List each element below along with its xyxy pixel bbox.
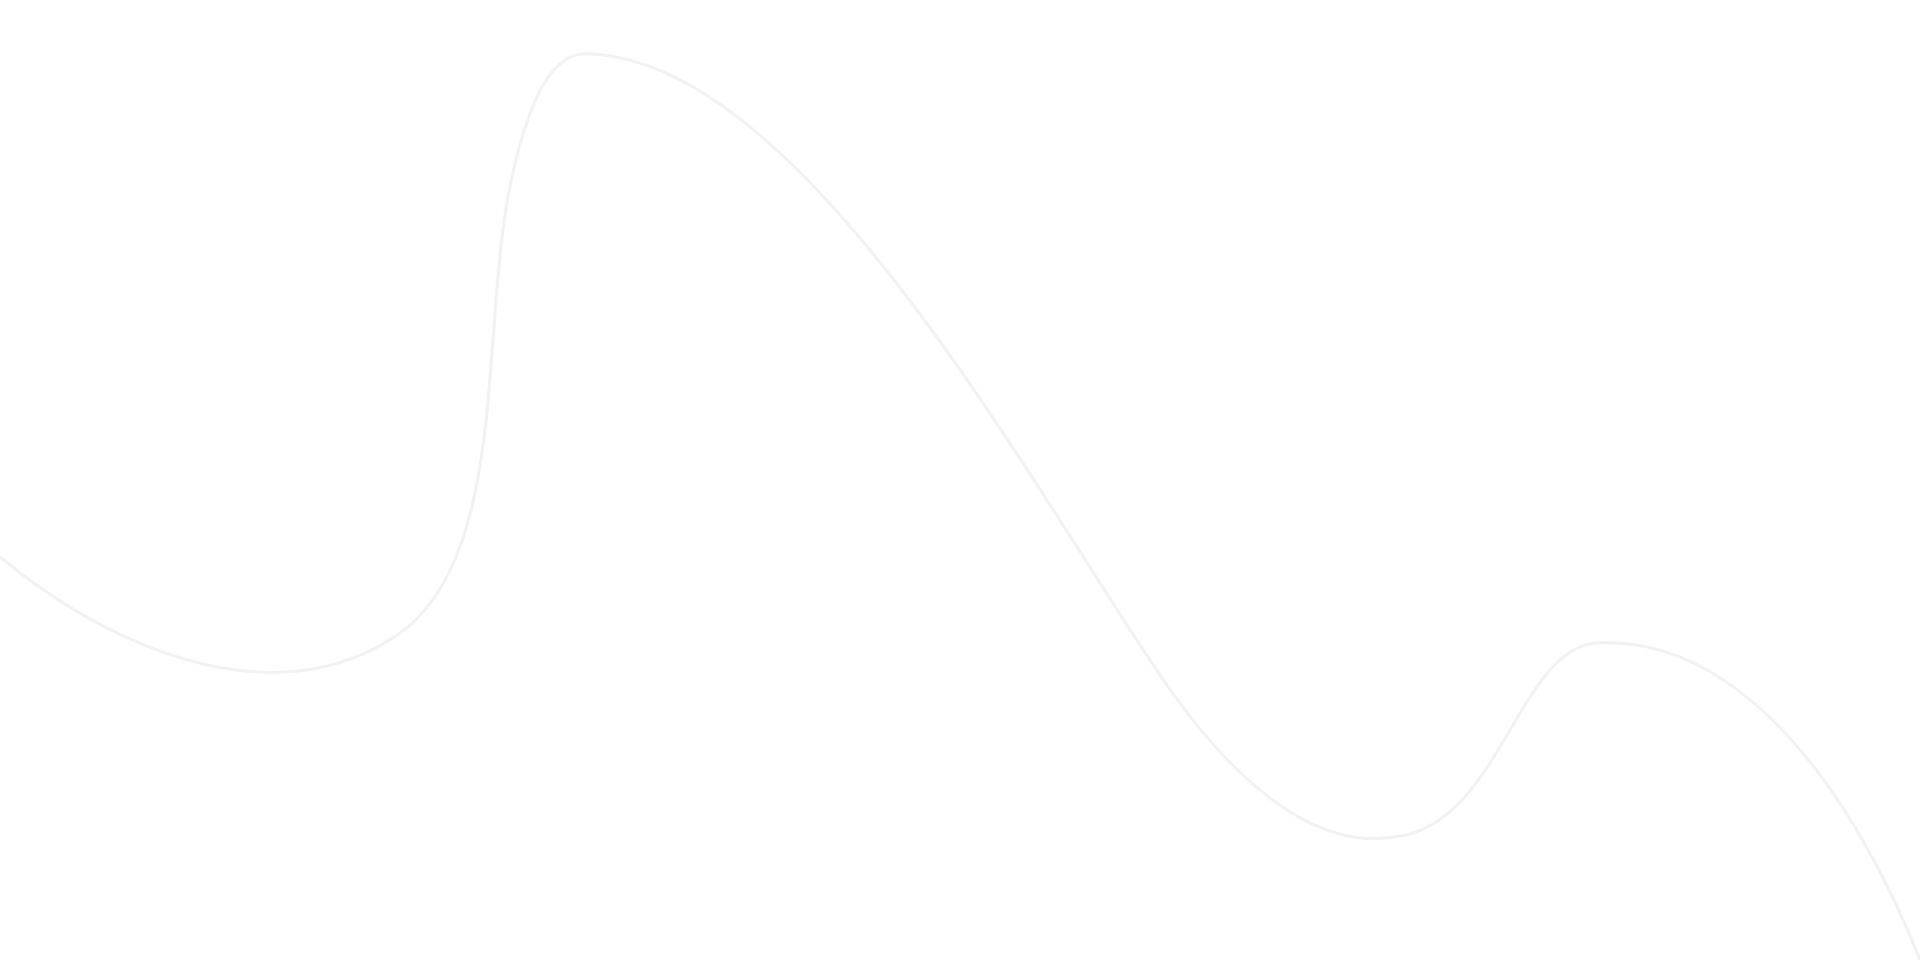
wave-line [0, 54, 1920, 960]
